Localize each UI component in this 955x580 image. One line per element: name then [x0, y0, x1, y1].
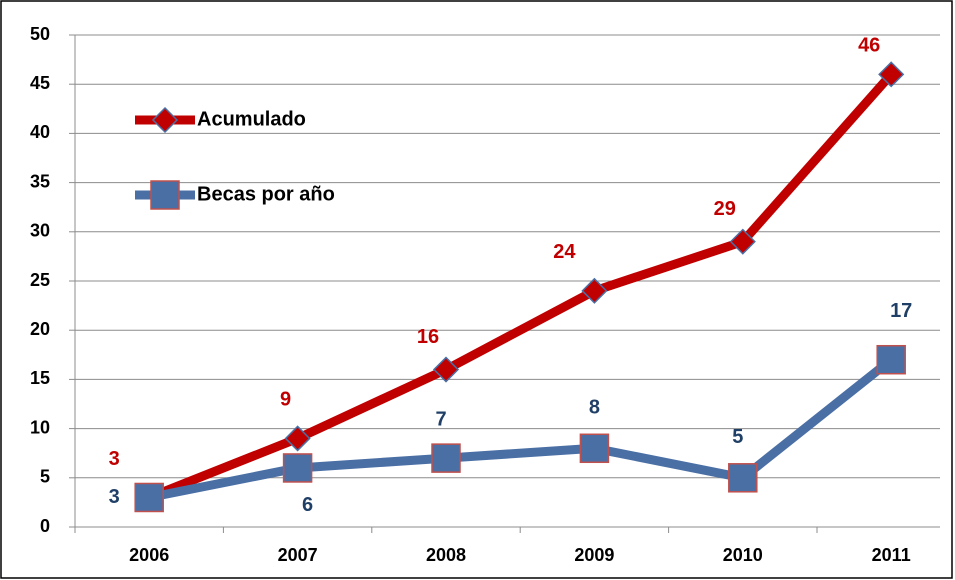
x-tick-label: 2006 [129, 545, 169, 565]
data-label: 9 [280, 389, 291, 411]
x-tick-label: 2009 [574, 545, 614, 565]
y-tick-label: 15 [30, 368, 50, 388]
legend-label: Acumulado [197, 108, 306, 130]
x-tick-label: 2007 [278, 545, 318, 565]
marker [284, 425, 311, 452]
y-tick-label: 0 [40, 516, 50, 536]
y-tick-label: 20 [30, 319, 50, 339]
series-line [148, 356, 895, 502]
x-tick-label: 2008 [426, 545, 466, 565]
data-label: 7 [435, 408, 446, 430]
y-tick-label: 45 [30, 73, 50, 93]
data-label: 24 [553, 241, 576, 263]
data-label: 17 [890, 300, 912, 322]
data-label: 16 [417, 326, 439, 348]
marker [151, 106, 179, 134]
x-tick-label: 2011 [872, 545, 911, 565]
marker [431, 443, 461, 473]
y-tick-label: 5 [40, 467, 50, 487]
marker [729, 228, 756, 255]
marker [728, 463, 758, 493]
data-label: 6 [302, 494, 313, 516]
y-tick-label: 30 [30, 221, 50, 241]
marker [432, 356, 460, 383]
series-line [147, 71, 895, 502]
y-tick-label: 50 [30, 24, 50, 44]
marker [878, 61, 905, 88]
marker [282, 453, 313, 483]
data-label: 46 [858, 35, 880, 57]
data-label: 29 [714, 198, 736, 220]
marker [134, 482, 164, 513]
marker [150, 180, 180, 210]
data-label: 8 [589, 397, 600, 419]
data-label: 3 [109, 486, 120, 508]
y-tick-label: 40 [30, 122, 50, 142]
marker [581, 277, 608, 304]
data-label: 3 [109, 448, 120, 470]
y-tick-label: 25 [30, 270, 50, 290]
y-tick-label: 10 [30, 417, 50, 437]
x-tick-label: 2010 [723, 545, 763, 565]
marker [876, 344, 906, 375]
data-label: 5 [732, 426, 743, 448]
legend-label: Becas por año [197, 183, 335, 205]
y-tick-label: 35 [30, 171, 50, 191]
marker [579, 433, 610, 464]
